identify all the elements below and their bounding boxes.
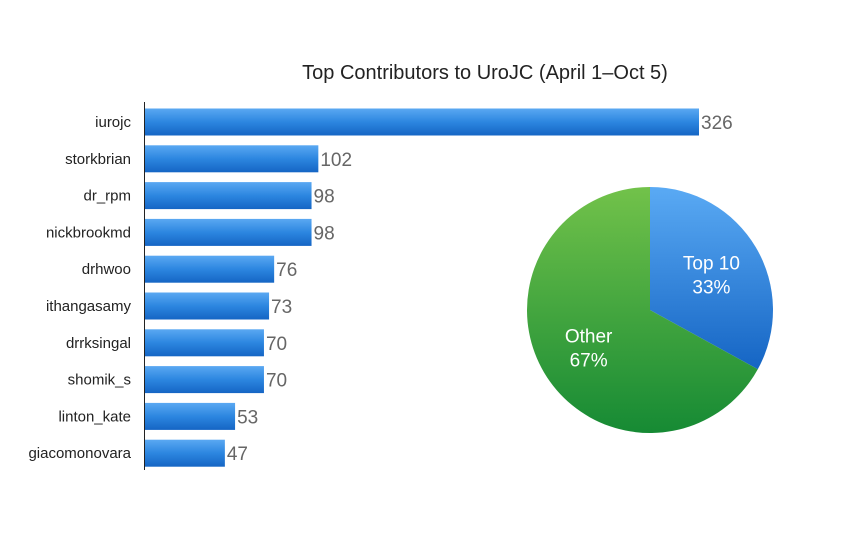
- value-label: 98: [314, 223, 335, 244]
- value-label: 326: [701, 113, 733, 134]
- category-label: iurojc: [95, 114, 131, 131]
- bar-shomik_s: [145, 366, 264, 394]
- category-label: nickbrookmd: [46, 224, 131, 241]
- chart-title: Top Contributors to UroJC (April 1–Oct 5…: [302, 62, 668, 84]
- category-label: drrksingal: [66, 335, 131, 352]
- pie-slice-percent: 67%: [570, 350, 608, 371]
- bars-group: iurojc 326 storkbrian 102 dr_rpm 98 nickbrookm…: [28, 108, 733, 467]
- bar-giacomonovara: [145, 439, 225, 467]
- pie-slice-other: [526, 187, 758, 434]
- category-label: linton_kate: [58, 408, 131, 425]
- category-label: storkbrian: [65, 151, 131, 168]
- value-label: 98: [314, 187, 335, 208]
- bar-dr_rpm: [145, 182, 312, 210]
- value-label: 47: [227, 444, 248, 465]
- bar-iurojc: [145, 108, 699, 136]
- bar-storkbrian: [145, 145, 319, 173]
- value-label: 102: [320, 150, 352, 171]
- bar-linton_kate: [145, 402, 236, 430]
- bar-ithangasamy: [145, 292, 270, 320]
- category-label: drhwoo: [82, 261, 131, 278]
- value-label: 70: [266, 371, 287, 392]
- pie-chart: Top 10 33% Other 67%: [526, 187, 773, 434]
- pie-slice-label: Top 10: [683, 254, 740, 275]
- bar-drrksingal: [145, 329, 264, 357]
- bar-drhwoo: [145, 255, 275, 283]
- pie-slice-label: Other: [565, 326, 613, 347]
- value-label: 70: [266, 334, 287, 355]
- value-label: 53: [237, 407, 258, 428]
- category-label: ithangasamy: [46, 298, 132, 315]
- value-label: 73: [271, 297, 292, 318]
- pie-slice-percent: 33%: [692, 278, 730, 299]
- category-label: dr_rpm: [83, 188, 131, 205]
- category-label: giacomonovara: [28, 445, 131, 462]
- pie-slice-top-10: [650, 187, 773, 370]
- category-label: shomik_s: [68, 372, 131, 389]
- value-label: 76: [276, 260, 297, 281]
- bar-nickbrookmd: [145, 218, 312, 246]
